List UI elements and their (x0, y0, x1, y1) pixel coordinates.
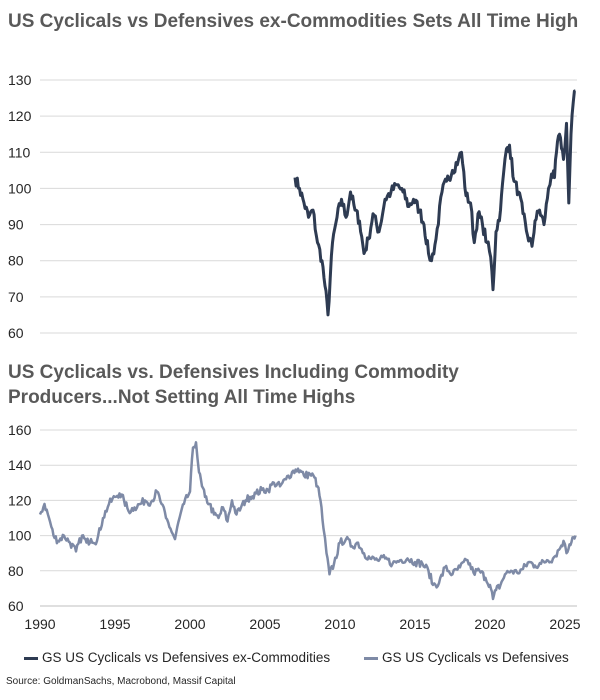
chart-2-title: US Cyclicals vs. Defensives Including Co… (8, 362, 459, 408)
legend-swatch-defensives (364, 656, 378, 660)
series-line (38, 441, 577, 601)
series-line (293, 89, 576, 317)
y-tick-label: 90 (8, 217, 24, 233)
legend-label-defensives: GS US Cyclicals vs Defensives (382, 650, 569, 665)
y-tick-label: 100 (8, 180, 32, 196)
y-tick-label: 120 (8, 108, 32, 124)
legend-item-defensives: GS US Cyclicals vs Defensives (364, 650, 569, 665)
y-tick-label: 80 (8, 563, 24, 579)
x-tick-label: 1990 (24, 616, 55, 632)
chart-2-plot: 60 80 100 120 140 160 1990 1995 2000 2005 2010 2015… (8, 422, 581, 632)
x-tick-label: 1995 (99, 616, 130, 632)
x-tick-label: 2000 (174, 616, 205, 632)
x-tick-label: 2010 (324, 616, 355, 632)
chart-1-plot: 60 70 80 90 100 110 120 130 (8, 72, 577, 341)
y-tick-label: 100 (8, 528, 32, 544)
y-tick-label: 130 (8, 72, 32, 88)
y-tick-label: 110 (8, 144, 31, 160)
y-tick-label: 80 (8, 253, 24, 269)
y-tick-label: 70 (8, 289, 24, 305)
y-tick-label: 60 (8, 598, 24, 614)
x-tick-label: 2015 (399, 616, 430, 632)
legend-item-ex-commodities: GS US Cyclicals vs Defensives ex-Commodi… (24, 650, 330, 665)
y-tick-label: 140 (8, 457, 32, 473)
x-tick-label: 2005 (249, 616, 280, 632)
x-tick-label: 2020 (474, 616, 505, 632)
y-tick-label: 120 (8, 492, 32, 508)
legend-swatch-ex-commodities (24, 656, 38, 660)
legend-label-ex-commodities: GS US Cyclicals vs Defensives ex-Commodi… (42, 650, 331, 665)
y-tick-label: 160 (8, 422, 32, 438)
source-note: Source: GoldmanSachs, Macrobond, Massif … (6, 676, 236, 687)
x-tick-label: 2025 (549, 616, 580, 632)
chart-1-title: US Cyclicals vs Defensives ex-Commoditie… (8, 11, 579, 32)
y-tick-label: 60 (8, 325, 24, 341)
